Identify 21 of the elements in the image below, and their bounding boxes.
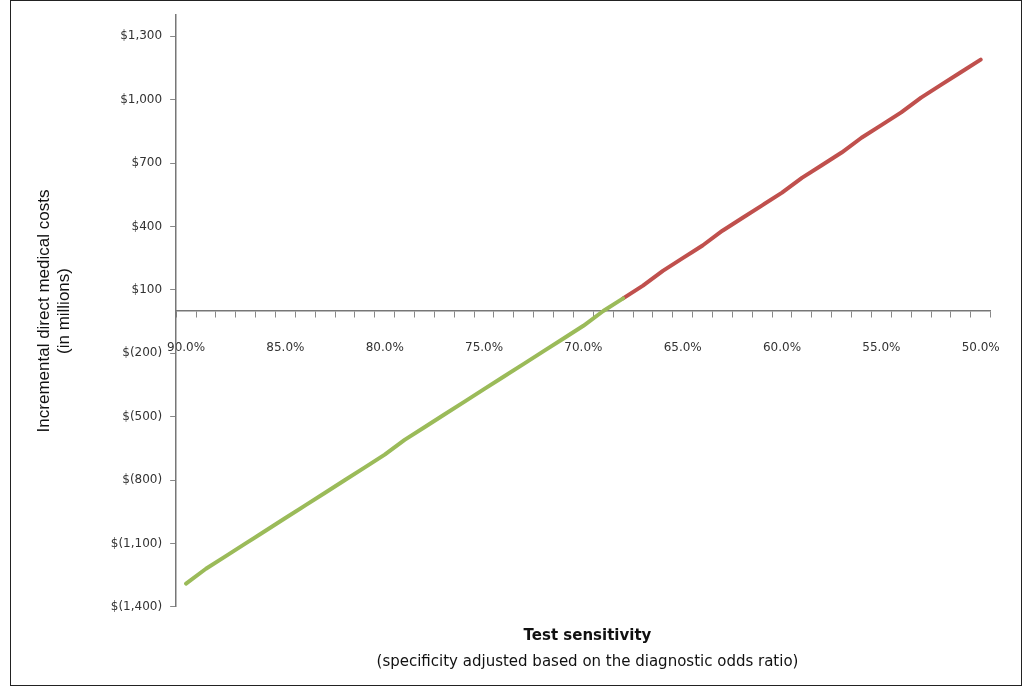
x-axis-title: Test sensitivity <box>522 626 653 644</box>
y-tick-label: $(200) <box>122 345 163 360</box>
y-tick-label: $(500) <box>122 408 163 423</box>
x-tick-label: 75.0% <box>465 340 504 355</box>
x-tick-label: 55.0% <box>862 340 901 355</box>
y-tick-label: $(800) <box>122 472 163 487</box>
y-tick-label: $400 <box>131 218 163 233</box>
x-tick-label: 65.0% <box>663 340 702 355</box>
y-tick-label: $100 <box>131 282 163 296</box>
y-tick-label: $700 <box>131 155 163 170</box>
text: (specificity adjusted based on the diagnostic odds ratio) <box>375 652 800 670</box>
x-tick-label: 80.0% <box>365 340 404 355</box>
y-axis-title: Incremental direct medical costs (in millions) <box>33 189 74 433</box>
x-tick-label: 85.0% <box>266 340 305 355</box>
y-tick-label: $(1,400) <box>110 598 163 613</box>
y-tick-label: $1,000 <box>120 91 163 106</box>
x-tick-label: 50.0% <box>961 340 1000 355</box>
x-tick-label: 60.0% <box>762 340 802 355</box>
y-tick-label: $(1,100) <box>110 535 163 550</box>
y-tick-label: $1,300 <box>120 28 163 43</box>
x-tick-label: 70.0% <box>564 340 603 355</box>
